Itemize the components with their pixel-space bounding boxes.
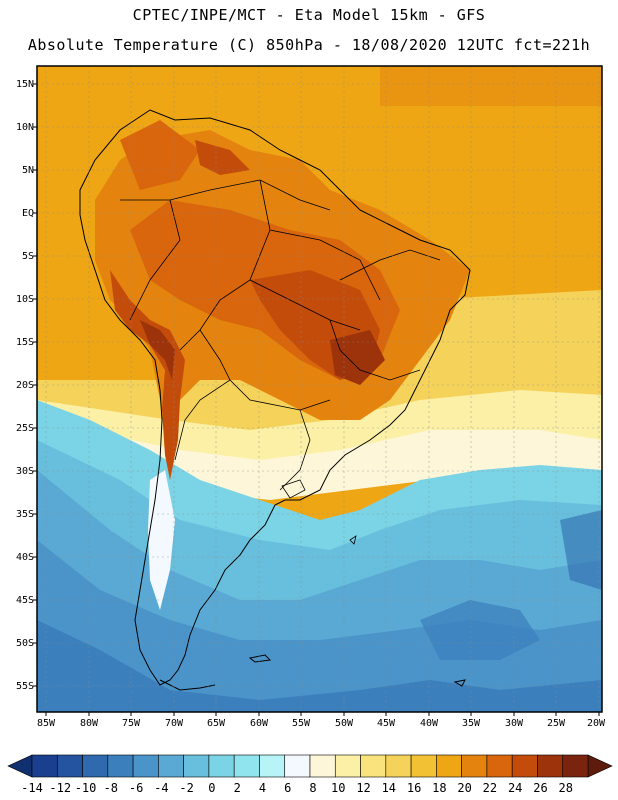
colorbar-swatch (360, 754, 387, 778)
lon-label: 50W (335, 718, 354, 729)
colorbar-label: 20 (457, 781, 471, 795)
colorbar-label: -2 (179, 781, 193, 795)
lon-label: 55W (292, 718, 311, 729)
lon-label: 75W (122, 718, 141, 729)
lon-label: 25W (547, 718, 566, 729)
colorbar-label: 6 (284, 781, 291, 795)
lon-label: 85W (37, 718, 56, 729)
map-title-line2: Absolute Temperature (C) 850hPa - 18/08/… (27, 36, 591, 54)
colorbar-label: 24 (508, 781, 522, 795)
colorbar-over-arrow (587, 754, 613, 778)
colorbar-swatch (107, 754, 134, 778)
lon-label: 40W (420, 718, 439, 729)
colorbar-label: -14 (21, 781, 43, 795)
lat-label: 10S (16, 294, 34, 305)
lat-label: 55S (16, 681, 34, 692)
lon-label: 80W (80, 718, 99, 729)
colorbar-swatch (436, 754, 462, 778)
colorbar-swatch (334, 754, 361, 778)
colorbar-swatch (158, 754, 184, 778)
lat-label: 50S (16, 638, 34, 649)
lat-label: 30S (16, 466, 34, 477)
colorbar-label: -8 (104, 781, 118, 795)
colorbar-swatch (82, 754, 109, 778)
colorbar-label: 26 (533, 781, 547, 795)
colorbar-swatch (309, 754, 336, 778)
colorbar-label: -4 (154, 781, 168, 795)
lat-label: EQ (22, 208, 34, 219)
colorbar-label: 18 (432, 781, 446, 795)
lat-label: 20S (16, 380, 34, 391)
lat-label: 45S (16, 595, 34, 606)
colorbar: -14 -12 -10 -8 -6 -4 -2 0 2 4 6 8 10 12 14 16 18 20 22 24 26… (7, 754, 613, 795)
map-frame (36, 65, 603, 713)
lat-label: 15S (16, 337, 34, 348)
lat-label: 25S (16, 423, 34, 434)
colorbar-label: 22 (483, 781, 497, 795)
colorbar-swatch (31, 754, 58, 778)
lon-label: 65W (207, 718, 226, 729)
lon-label: 30W (505, 718, 524, 729)
colorbar-swatch (284, 754, 311, 778)
lat-label: 5S (22, 251, 34, 262)
colorbar-label: -10 (75, 781, 97, 795)
colorbar-swatch (132, 754, 159, 778)
colorbar-swatch (410, 754, 437, 778)
lon-label: 45W (377, 718, 396, 729)
lon-label: 20W (587, 718, 606, 729)
lat-label: 5N (22, 165, 34, 176)
graticule (37, 66, 602, 712)
lat-label: 40S (16, 552, 34, 563)
colorbar-label: 14 (382, 781, 396, 795)
colorbar-swatch (56, 754, 83, 778)
colorbar-swatch (461, 754, 488, 778)
lon-label: 70W (165, 718, 184, 729)
colorbar-label: 8 (309, 781, 316, 795)
colorbar-swatch (511, 754, 538, 778)
colorbar-under-arrow (7, 754, 33, 778)
colorbar-label: 12 (356, 781, 370, 795)
map-title-line1: CPTEC/INPE/MCT - Eta Model 15km - GFS (132, 6, 486, 24)
colorbar-swatch (259, 754, 286, 778)
lakes (281, 479, 357, 545)
lon-label: 35W (462, 718, 481, 729)
colorbar-swatch (385, 754, 412, 778)
lat-label: 15N (16, 79, 34, 90)
borders (120, 179, 441, 491)
colorbar-swatch (486, 754, 513, 778)
lon-label: 60W (250, 718, 269, 729)
lat-label: 35S (16, 509, 34, 520)
colorbar-label: -12 (49, 781, 71, 795)
colorbar-swatch (208, 754, 235, 778)
temperature-field (37, 66, 602, 712)
colorbar-label: 10 (331, 781, 345, 795)
colorbar-label: 0 (208, 781, 215, 795)
colorbar-label: 2 (234, 781, 241, 795)
colorbar-swatch (562, 754, 589, 778)
colorbar-label: 28 (559, 781, 573, 795)
latitude-labels: 15N 10N 5N EQ 5S 10S 15S 20S 25S 30S 35S… (16, 79, 34, 692)
colorbar-label: 4 (259, 781, 266, 795)
longitude-labels: 85W 80W 75W 70W 65W 60W 55W 50W 45W 40W … (37, 718, 606, 729)
colorbar-swatch (537, 754, 564, 778)
lat-label: 10N (16, 122, 34, 133)
colorbar-label: 16 (407, 781, 421, 795)
colorbar-swatch (183, 754, 210, 778)
colorbar-label: -6 (129, 781, 143, 795)
coastline (79, 109, 471, 691)
axis-ticks (33, 83, 600, 716)
colorbar-swatch (233, 754, 260, 778)
